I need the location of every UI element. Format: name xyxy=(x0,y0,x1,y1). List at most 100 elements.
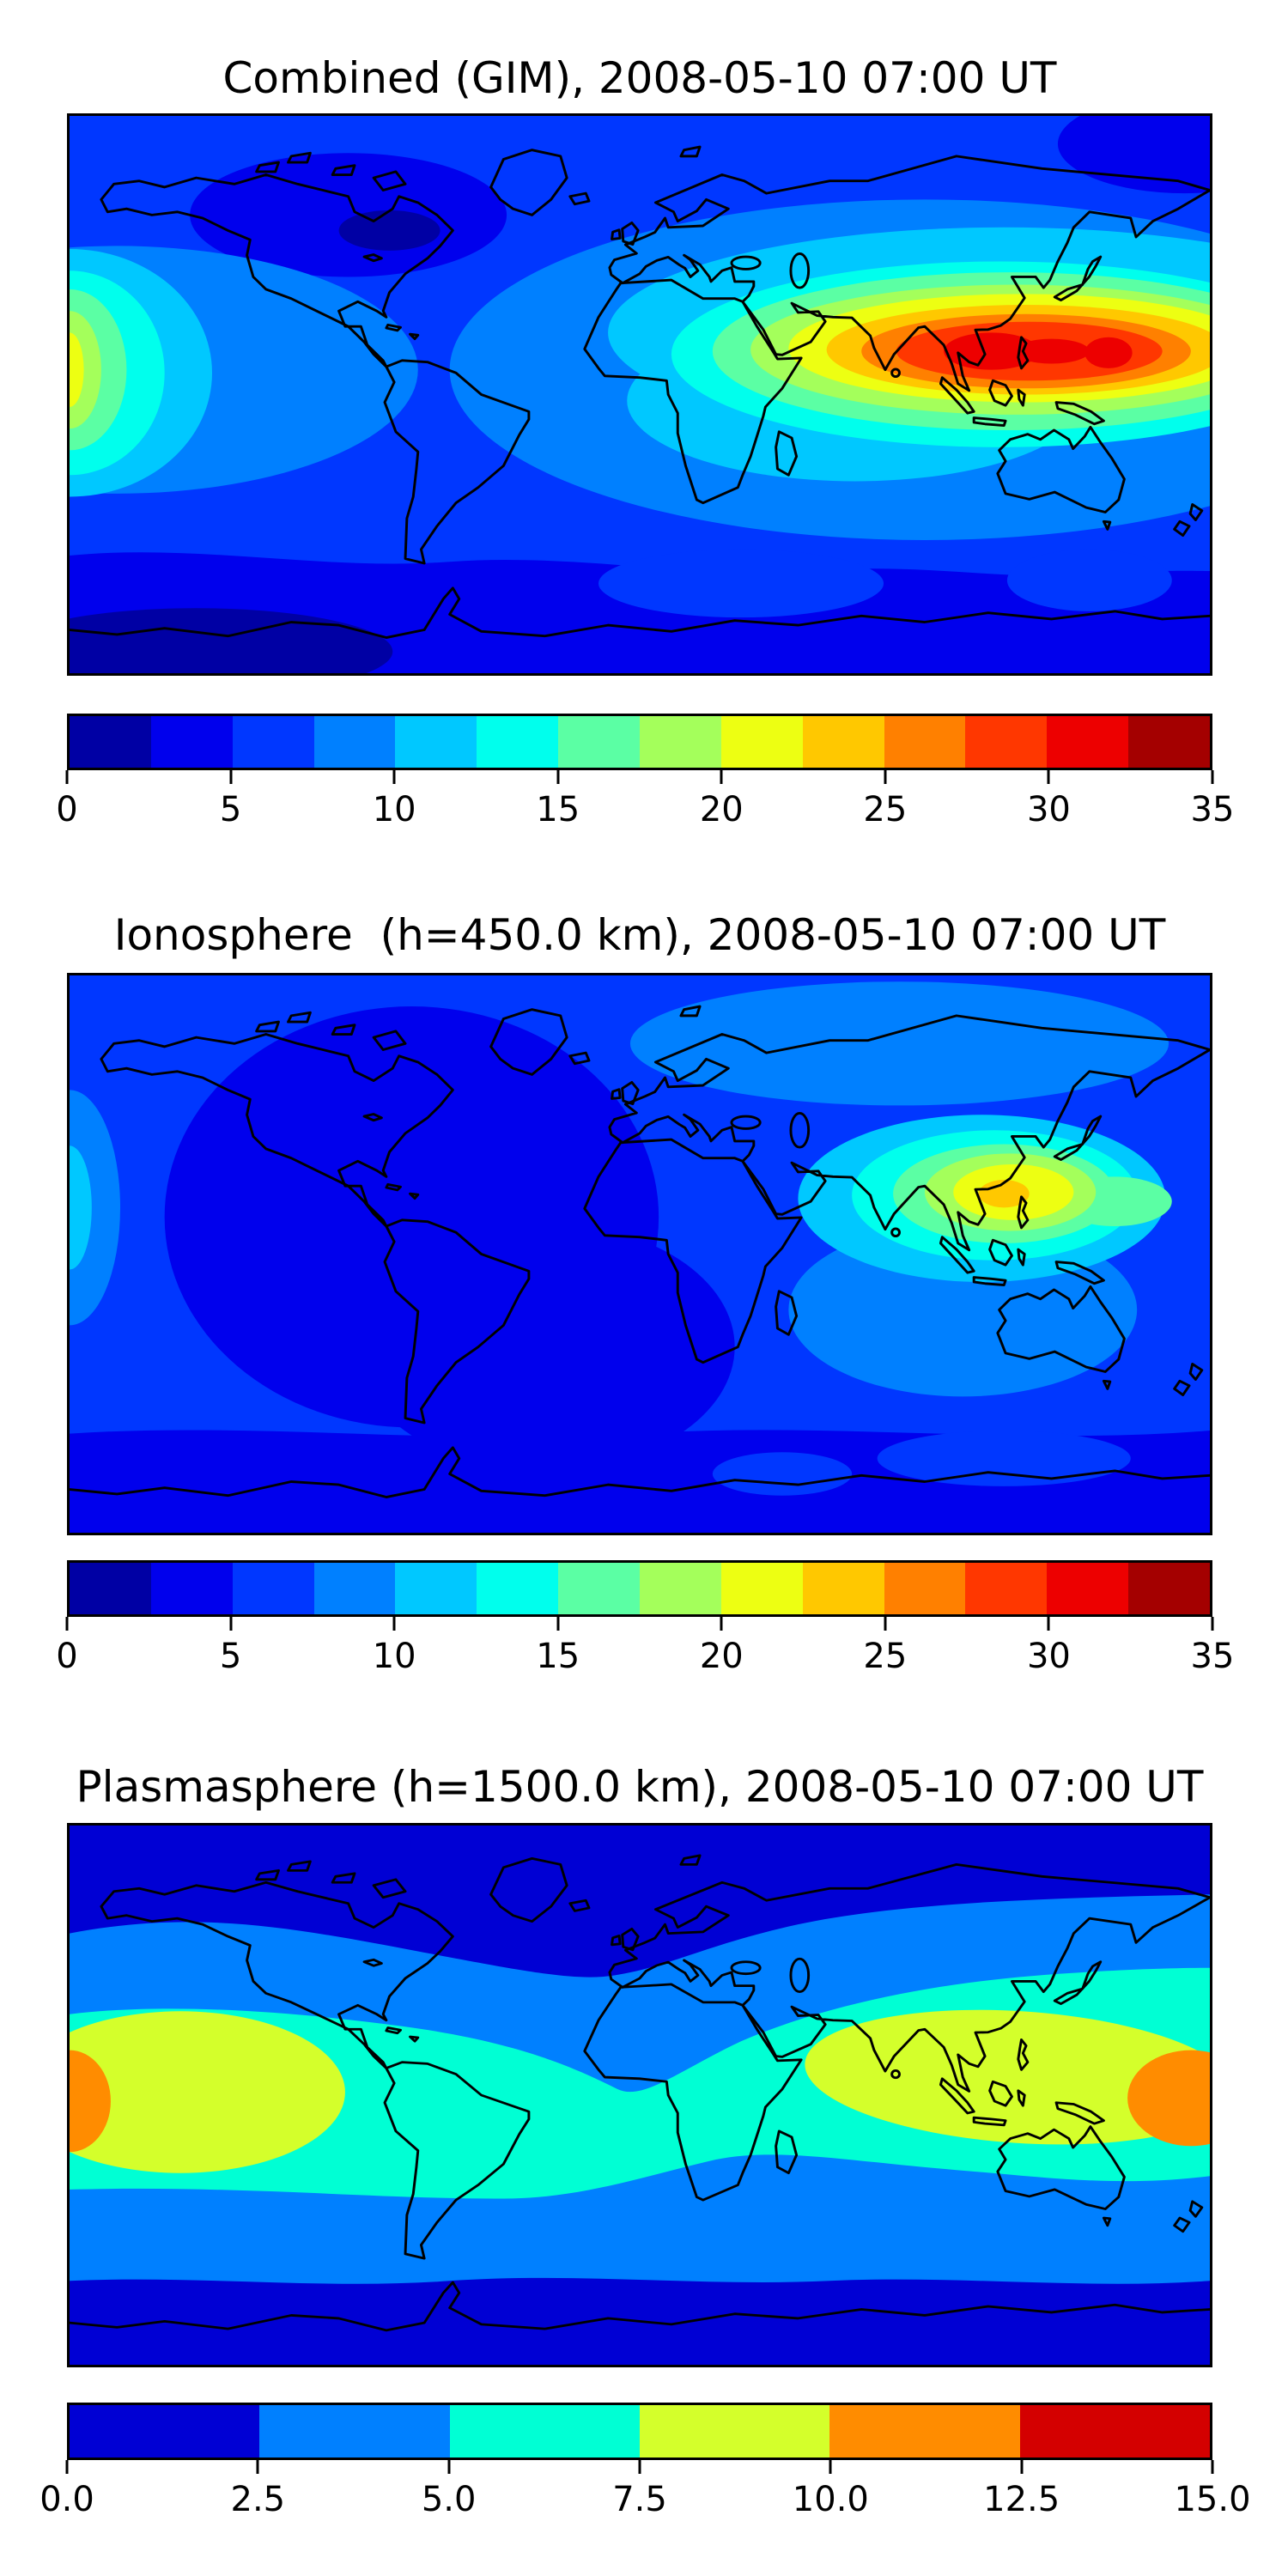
colorbar-tick-mark xyxy=(1020,2460,1024,2474)
contour-field-combined xyxy=(70,116,1210,673)
colorbar-segment xyxy=(1019,2405,1210,2458)
colorbar-segment xyxy=(70,2405,260,2458)
colorbar-segment xyxy=(802,716,884,768)
contour-region-west-max xyxy=(70,2050,111,2153)
world-map-plasmasphere xyxy=(70,1826,1210,2365)
colorbar-segment xyxy=(395,1563,477,1614)
colorbar-segment xyxy=(720,1563,803,1614)
panel-1-colorbar xyxy=(67,714,1212,770)
world-map-combined xyxy=(70,116,1210,673)
colorbar-segment xyxy=(1047,1563,1129,1614)
panel-3-title: Plasmasphere (h=1500.0 km), 2008-05-10 0… xyxy=(76,1762,1204,1812)
colorbar-tick-mark xyxy=(65,770,69,784)
colorbar-segment xyxy=(558,1563,641,1614)
panel-3-map xyxy=(67,1823,1212,2367)
colorbar-segment xyxy=(640,1563,721,1614)
colorbar-tick-mark xyxy=(638,2460,641,2474)
contour-region-north-eurasia-band xyxy=(629,981,1170,1106)
colorbar-segment xyxy=(449,2405,640,2458)
panel-1-map xyxy=(67,113,1212,676)
colorbar-tick-label: 5 xyxy=(219,790,242,829)
colorbar-tick-label: 5.0 xyxy=(421,2480,477,2519)
colorbar-tick-mark xyxy=(392,770,396,784)
colorbar-tick-mark xyxy=(65,2460,69,2474)
colorbar-tick-label: 0 xyxy=(56,1637,78,1676)
colorbar-segment xyxy=(1128,716,1211,768)
colorbar-segment xyxy=(70,716,151,768)
colorbar-tick-mark xyxy=(229,770,233,784)
contour-region xyxy=(712,1452,853,1496)
contour-region xyxy=(70,1090,121,1326)
contour-region xyxy=(70,1145,92,1270)
colorbar-segment xyxy=(232,716,314,768)
colorbar-segment xyxy=(395,716,477,768)
colorbar-tick-label: 20 xyxy=(699,790,744,829)
panel-2-colorbar xyxy=(67,1560,1212,1617)
colorbar-tick-label: 10.0 xyxy=(792,2480,869,2519)
panel-3-colorbar-ticks: 0.0 2.5 5.0 7.5 10.0 12.5 15.0 xyxy=(39,2460,1251,2555)
colorbar-tick-label: 35 xyxy=(1190,790,1235,829)
panel-2-title: Ionosphere (h=450.0 km), 2008-05-10 07:0… xyxy=(113,910,1166,960)
contour-field-plasmasphere xyxy=(70,1826,1210,2365)
contour-region-canada-minimum xyxy=(190,153,507,277)
colorbar-tick-label: 30 xyxy=(1026,790,1071,829)
colorbar-segment xyxy=(829,2405,1020,2458)
colorbar-segment xyxy=(1047,716,1129,768)
colorbar-tick-mark xyxy=(720,770,723,784)
colorbar-segment xyxy=(639,2405,830,2458)
colorbar-tick-mark xyxy=(65,1617,69,1631)
colorbar-tick-label: 0 xyxy=(56,790,78,829)
contour-region xyxy=(1006,549,1172,611)
contour-region-canada-core xyxy=(338,210,440,251)
colorbar-segment xyxy=(259,2405,450,2458)
colorbar-tick-mark xyxy=(884,1617,887,1631)
colorbar-segment xyxy=(640,716,721,768)
panel-1-title: Combined (GIM), 2008-05-10 07:00 UT xyxy=(222,53,1057,103)
colorbar-tick-mark xyxy=(829,2460,832,2474)
contour-region-secondary-max-core xyxy=(70,332,84,407)
colorbar-segment xyxy=(150,716,233,768)
colorbar-tick-label: 12.5 xyxy=(983,2480,1060,2519)
colorbar-tick-mark xyxy=(256,2460,259,2474)
colorbar-tick-label: 7.5 xyxy=(612,2480,667,2519)
panel-2-map xyxy=(67,973,1212,1535)
contour-region xyxy=(877,1431,1131,1486)
colorbar-segment xyxy=(558,716,641,768)
contour-region xyxy=(598,549,884,618)
colorbar-segment xyxy=(884,1563,966,1614)
colorbar-segment xyxy=(477,716,559,768)
colorbar-segment xyxy=(150,1563,233,1614)
colorbar-tick-mark xyxy=(1211,1617,1214,1631)
colorbar-tick-mark xyxy=(884,770,887,784)
colorbar-segment xyxy=(720,716,803,768)
colorbar-tick-label: 0.0 xyxy=(39,2480,94,2519)
contour-region-primary-max-core xyxy=(1084,337,1133,368)
world-map-ionosphere xyxy=(70,975,1210,1533)
colorbar-tick-label: 15 xyxy=(536,790,580,829)
panel-2-colorbar-ticks: 0 5 10 15 20 25 30 35 xyxy=(56,1617,1234,1711)
colorbar-tick-mark xyxy=(720,1617,723,1631)
colorbar-segment xyxy=(70,1563,151,1614)
colorbar-tick-mark xyxy=(1047,1617,1050,1631)
colorbar-segment xyxy=(965,716,1048,768)
contour-region-west-lobe xyxy=(70,2011,345,2173)
colorbar-tick-mark xyxy=(229,1617,233,1631)
colorbar-tick-label: 5 xyxy=(219,1637,242,1676)
colorbar-tick-label: 2.5 xyxy=(230,2480,286,2519)
colorbar-tick-mark xyxy=(1047,770,1050,784)
colorbar-tick-label: 15.0 xyxy=(1174,2480,1251,2519)
colorbar-tick-mark xyxy=(556,1617,560,1631)
contour-region-east-max xyxy=(1127,2050,1210,2147)
colorbar-tick-mark xyxy=(1211,770,1214,784)
contour-region xyxy=(355,1223,735,1471)
colorbar-segment xyxy=(1128,1563,1211,1614)
contour-region-ionosphere-max-core xyxy=(978,1179,1030,1208)
colorbar-segment xyxy=(965,1563,1048,1614)
colorbar-tick-label: 20 xyxy=(699,1637,744,1676)
colorbar-tick-mark xyxy=(447,2460,451,2474)
panel-1-colorbar-ticks: 0 5 10 15 20 25 30 35 xyxy=(56,770,1234,865)
contour-region-primary-max-core xyxy=(1013,338,1090,364)
colorbar-tick-label: 25 xyxy=(863,790,908,829)
colorbar-tick-mark xyxy=(1211,2460,1214,2474)
colorbar-segment xyxy=(884,716,966,768)
